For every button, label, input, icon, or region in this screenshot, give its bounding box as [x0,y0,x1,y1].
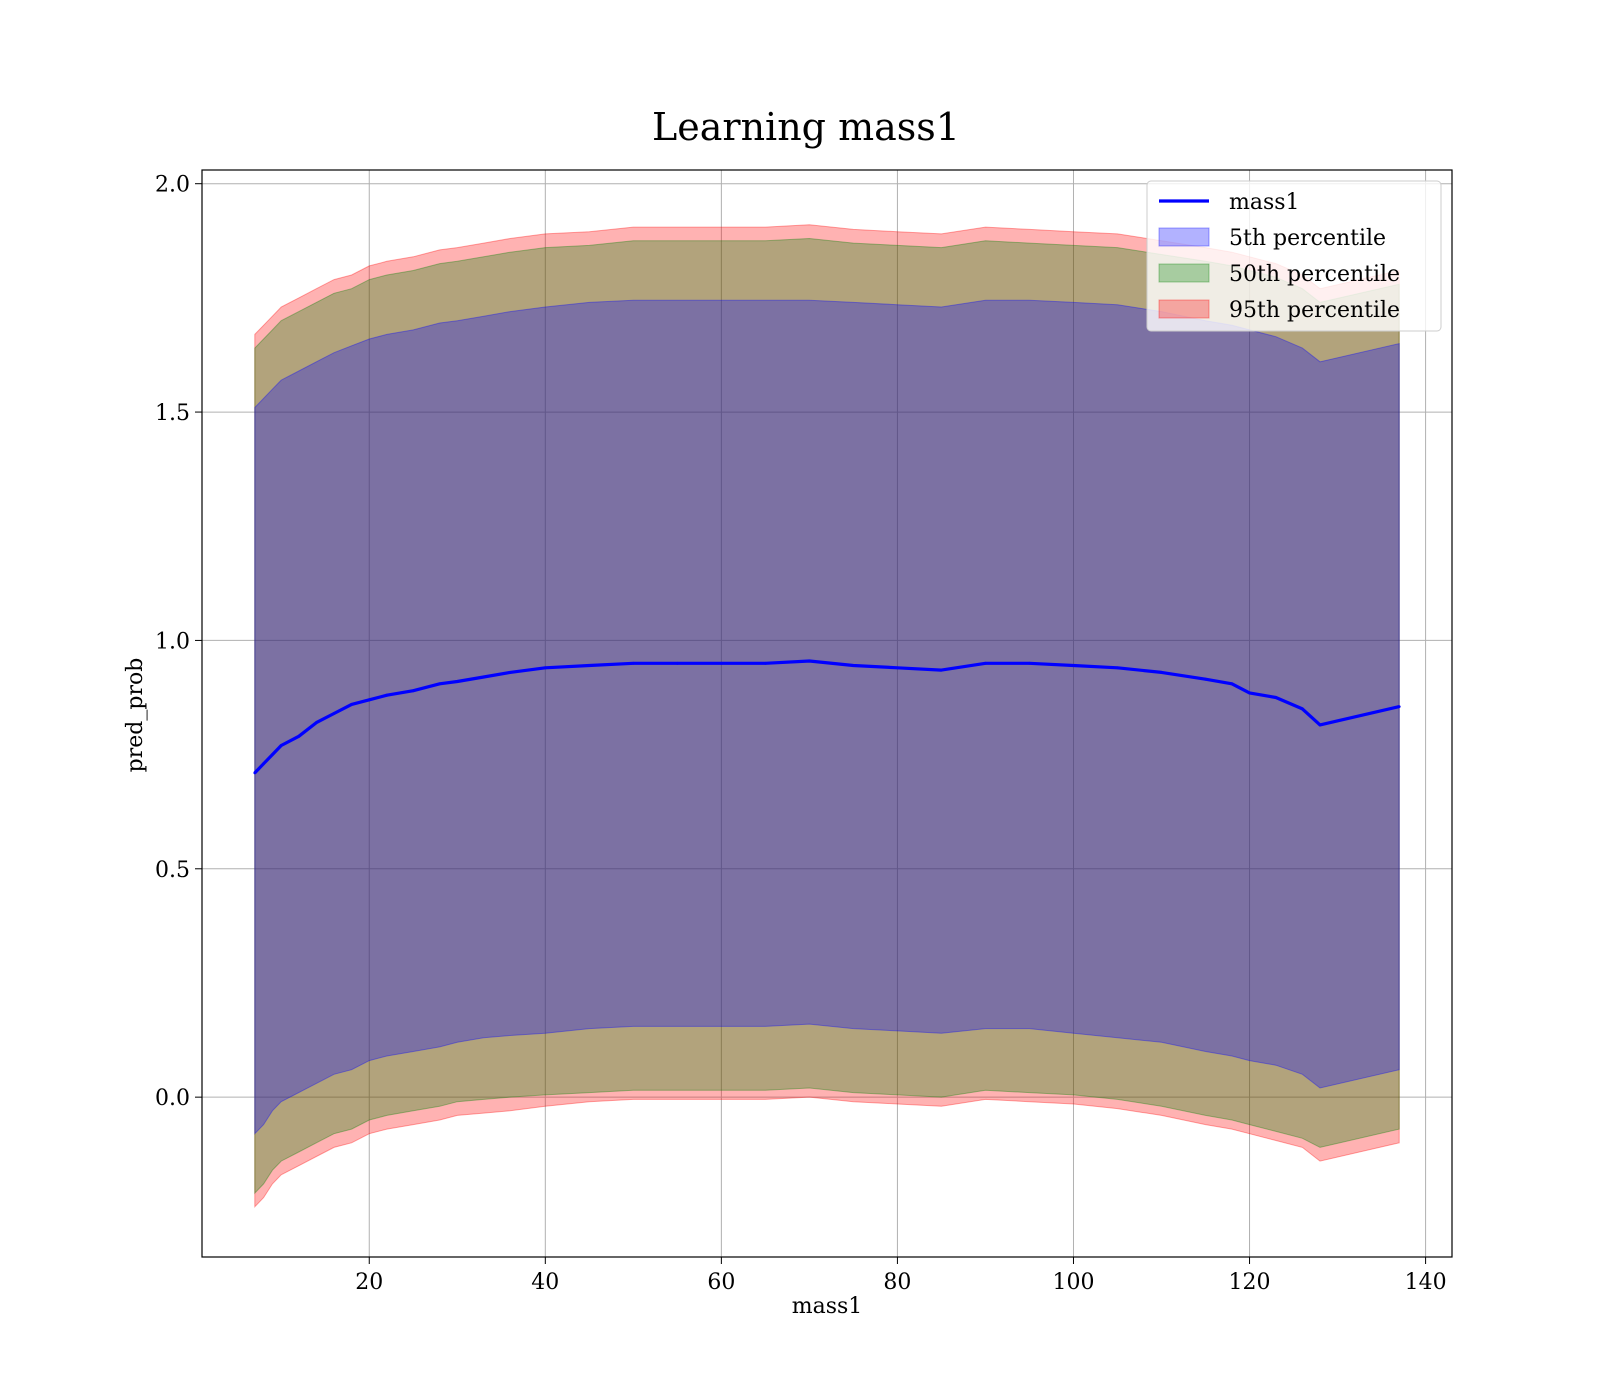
chart-title: Learning mass1 [652,105,960,149]
x-tick-label: 40 [531,1270,559,1295]
band-95th-percentile [254,224,1400,1209]
line-point [332,712,336,715]
plot-frame [201,169,1453,1258]
y-axis-label: pred_prob [123,658,148,773]
line-point [808,659,811,663]
legend-swatch-band [1158,299,1210,319]
grid [202,170,1452,1257]
legend-frame [1146,180,1442,332]
legend-swatch-band [1158,263,1210,283]
x-axis-ticks: 20 40 60 80 100 120 140 [355,1257,1447,1295]
band-5th-percentile [254,299,1400,1135]
band-50th-percentile [254,237,1400,1195]
line-point [587,664,591,667]
line-point [271,753,274,756]
line-point [720,661,723,665]
x-tick-label: 140 [1405,1270,1447,1295]
legend-label: 95th percentile [1229,298,1400,323]
line-point [1230,682,1234,686]
line-point [455,680,459,683]
legend-label: mass1 [1229,190,1300,215]
line-point [1318,723,1322,727]
line-point [896,666,899,670]
series-lines [253,659,1401,775]
line-point [1397,705,1401,708]
line-point [1160,671,1163,674]
line-point [1116,666,1119,670]
y-axis-ticks: 0.0 0.5 1.0 1.5 2.0 [155,173,202,1111]
line-point [367,698,371,702]
y-tick-label: 0.0 [155,1086,190,1111]
y-tick-label: 0.5 [155,858,190,883]
line-point [984,661,987,665]
x-tick-label: 120 [1229,1270,1271,1295]
line-point [279,744,283,747]
line-point [543,666,547,670]
y-tick-label: 1.0 [155,629,190,654]
line-point [764,661,767,665]
legend-label: 5th percentile [1229,226,1386,251]
line-point [297,734,301,738]
legend-label: 50th percentile [1229,262,1400,287]
line-point [1072,664,1075,667]
legend: mass1 5th percentile 50th percentile 95th p… [1146,180,1442,332]
line-point [508,671,512,674]
y-tick-label: 1.5 [155,401,190,426]
legend-swatch-band [1158,227,1210,247]
line-point [1301,707,1304,711]
line-point [350,703,353,706]
line-point [411,689,415,693]
line-point [385,693,389,697]
percentile-bands [254,224,1400,1209]
x-tick-label: 80 [883,1270,911,1295]
line-point [1248,691,1251,695]
line-point [482,675,486,679]
y-tick-label: 2.0 [155,173,190,198]
x-axis-label: mass1 [792,1294,863,1319]
line-point [940,668,943,672]
line-point [253,771,257,775]
line-point [438,682,442,686]
x-tick-label: 20 [355,1270,383,1295]
x-tick-label: 100 [1052,1270,1094,1295]
line-point [315,721,318,724]
line-point [852,664,855,667]
line-point [676,661,679,665]
x-tick-label: 60 [707,1270,735,1295]
line-point [1028,661,1031,665]
line-point [1274,696,1278,699]
line-point [262,762,265,766]
line-point [1204,677,1207,681]
line-point [631,661,635,665]
